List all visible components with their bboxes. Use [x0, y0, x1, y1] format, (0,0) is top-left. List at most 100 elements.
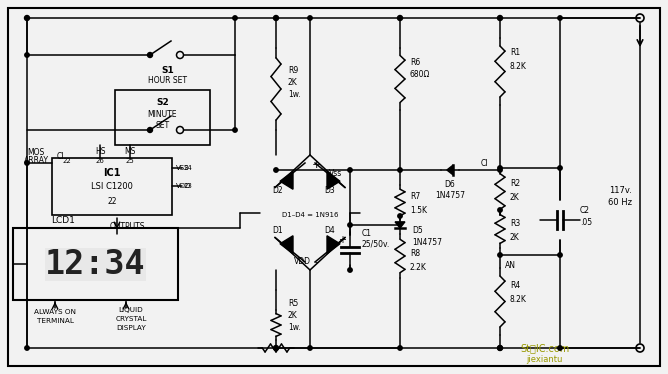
- Text: R7: R7: [410, 191, 420, 200]
- Text: 2.2K: 2.2K: [410, 264, 427, 273]
- Text: D6: D6: [445, 180, 456, 188]
- Circle shape: [498, 253, 502, 257]
- Text: D5: D5: [412, 226, 423, 234]
- Text: 23: 23: [184, 183, 193, 189]
- Circle shape: [558, 16, 562, 20]
- Text: jiexiantu: jiexiantu: [526, 356, 562, 365]
- Text: 26: 26: [96, 158, 104, 164]
- Text: LCD1: LCD1: [51, 215, 75, 224]
- Text: 25: 25: [126, 158, 134, 164]
- Text: D1–D4 = 1N916: D1–D4 = 1N916: [282, 212, 338, 218]
- Text: 680Ω: 680Ω: [410, 70, 430, 79]
- Polygon shape: [280, 171, 293, 189]
- Bar: [115, 90, 210, 145]
- Text: S1: S1: [161, 65, 174, 74]
- Text: MS: MS: [124, 147, 136, 156]
- Text: D4: D4: [325, 226, 335, 235]
- Circle shape: [233, 128, 237, 132]
- Polygon shape: [447, 165, 453, 175]
- Text: 12:34: 12:34: [45, 248, 146, 280]
- Text: 2K: 2K: [288, 77, 298, 86]
- Text: St准IC.com: St准IC.com: [520, 343, 569, 353]
- Circle shape: [233, 16, 237, 20]
- Text: 2K: 2K: [510, 193, 520, 202]
- Text: HS: HS: [95, 147, 106, 156]
- Text: LIQUID: LIQUID: [119, 307, 144, 313]
- Text: R1: R1: [510, 47, 520, 56]
- Text: 8.2K: 8.2K: [510, 61, 527, 71]
- Text: +: +: [338, 235, 346, 245]
- Text: SET: SET: [156, 120, 170, 129]
- Circle shape: [398, 168, 402, 172]
- Text: R9: R9: [288, 65, 298, 74]
- Text: MOS: MOS: [27, 147, 45, 156]
- Circle shape: [25, 346, 29, 350]
- Text: CI: CI: [56, 151, 63, 160]
- Text: R2: R2: [510, 178, 520, 187]
- Text: 24: 24: [184, 165, 193, 171]
- Circle shape: [25, 53, 29, 57]
- Text: 1N4757: 1N4757: [412, 237, 442, 246]
- Text: R4: R4: [510, 280, 520, 289]
- Text: 8.2K: 8.2K: [510, 295, 527, 304]
- Text: MINUTE: MINUTE: [148, 110, 177, 119]
- Text: HOUR SET: HOUR SET: [148, 76, 187, 85]
- Text: -: -: [314, 257, 318, 267]
- Circle shape: [308, 346, 312, 350]
- Text: .05: .05: [580, 218, 592, 227]
- Circle shape: [558, 166, 562, 170]
- Text: VDD: VDD: [176, 183, 191, 189]
- Text: D2: D2: [273, 186, 283, 195]
- Text: VDD: VDD: [294, 258, 311, 267]
- Text: C1: C1: [362, 229, 372, 237]
- Polygon shape: [327, 171, 340, 189]
- Text: 22: 22: [108, 196, 117, 205]
- Circle shape: [398, 346, 402, 350]
- Circle shape: [308, 16, 312, 20]
- Text: S2: S2: [156, 98, 169, 107]
- Text: +: +: [311, 160, 321, 170]
- Circle shape: [348, 168, 352, 172]
- Text: Vss: Vss: [329, 169, 343, 178]
- Text: ALWAYS ON: ALWAYS ON: [34, 309, 76, 315]
- Text: R6: R6: [410, 58, 420, 67]
- Circle shape: [558, 346, 562, 350]
- Text: R8: R8: [410, 249, 420, 258]
- Circle shape: [273, 346, 279, 350]
- Circle shape: [348, 268, 352, 272]
- Circle shape: [498, 168, 502, 172]
- Circle shape: [498, 346, 502, 350]
- Text: OUTPUTS: OUTPUTS: [110, 221, 145, 230]
- Circle shape: [148, 52, 152, 58]
- Text: CRYSTAL: CRYSTAL: [116, 316, 147, 322]
- Text: C2: C2: [580, 205, 590, 215]
- Circle shape: [273, 15, 279, 21]
- Circle shape: [397, 15, 403, 21]
- Text: ARRAY: ARRAY: [23, 156, 49, 165]
- Text: 22: 22: [63, 158, 71, 164]
- Text: 60 Hz: 60 Hz: [608, 197, 632, 206]
- Circle shape: [148, 128, 152, 132]
- Text: 1w.: 1w.: [288, 324, 301, 332]
- Circle shape: [348, 223, 352, 227]
- Text: CI: CI: [480, 159, 488, 168]
- Text: IC1: IC1: [104, 168, 121, 178]
- Text: D3: D3: [325, 186, 335, 195]
- Text: 2K: 2K: [510, 233, 520, 242]
- Text: AN: AN: [505, 261, 516, 270]
- Text: 1w.: 1w.: [288, 89, 301, 98]
- Text: 117v.: 117v.: [609, 186, 632, 194]
- Polygon shape: [327, 236, 340, 254]
- Text: 1.5K: 1.5K: [410, 205, 427, 215]
- Text: R5: R5: [288, 300, 298, 309]
- Polygon shape: [280, 236, 293, 254]
- Text: 2K: 2K: [288, 312, 298, 321]
- Polygon shape: [395, 222, 405, 228]
- Bar: [52, 158, 172, 215]
- Bar: [13, 228, 178, 300]
- Circle shape: [558, 253, 562, 257]
- Circle shape: [25, 15, 29, 21]
- Circle shape: [398, 214, 402, 218]
- Text: TERMINAL: TERMINAL: [37, 318, 73, 324]
- Text: 1N4757: 1N4757: [435, 190, 465, 199]
